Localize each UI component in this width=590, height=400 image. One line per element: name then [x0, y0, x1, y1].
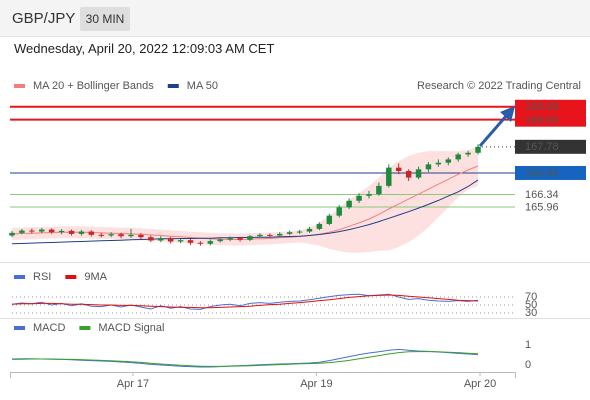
level-label: 165.96: [525, 201, 559, 213]
candle-body: [148, 237, 154, 241]
legend-label: 9MA: [84, 271, 107, 283]
toolbar: GBP/JPY 30 MIN: [0, 0, 590, 37]
x-tick-label: Apr 20: [464, 378, 496, 390]
candle-body: [316, 223, 323, 229]
level-tag: [515, 165, 586, 180]
x-tick-label: Apr 19: [300, 378, 332, 390]
candle-body: [366, 194, 372, 196]
candle-body: [237, 238, 243, 240]
candle-body: [455, 154, 461, 160]
candle-body: [138, 234, 144, 238]
candle-body: [435, 162, 442, 165]
candle-body: [187, 240, 194, 243]
candle-body: [267, 234, 273, 236]
candle-body: [58, 230, 65, 233]
candle-body: [177, 240, 184, 242]
candle-body: [386, 167, 392, 186]
candle-body: [286, 232, 293, 234]
candle-body: [336, 207, 342, 216]
candle-body: [445, 159, 452, 163]
candle-body: [475, 146, 481, 153]
level-tag: [515, 139, 586, 154]
candle-body: [405, 170, 412, 178]
candle-body: [158, 238, 164, 241]
candle-body: [167, 238, 174, 242]
symbol: GBP/JPY: [12, 10, 76, 27]
candle-body: [376, 185, 382, 195]
legend-swatch: [167, 84, 179, 88]
candle-body: [415, 169, 422, 178]
y-tick-label: 70: [525, 291, 537, 303]
candle-body: [48, 229, 55, 233]
y-tick-label: 50: [525, 299, 537, 311]
y-tick-label: 30: [525, 307, 537, 319]
candle-body: [88, 231, 95, 235]
interval-button[interactable]: 30 MIN: [80, 7, 130, 31]
candle-body: [326, 215, 333, 224]
candle-body: [227, 238, 233, 240]
candle-body: [78, 231, 85, 234]
candle-body: [356, 195, 362, 201]
candle-body: [306, 228, 313, 232]
candle-body: [257, 234, 263, 237]
candle-body: [29, 230, 35, 232]
timestamp: Wednesday, April 20, 2022 12:09:03 AM CE…: [14, 41, 275, 56]
indicator-line: [11, 351, 479, 367]
candle-body: [247, 236, 253, 240]
level-label: 168.99: [525, 101, 559, 113]
legend-label: MACD Signal: [98, 322, 164, 334]
legend-swatch: [14, 275, 25, 279]
y-tick-label: 1: [525, 339, 531, 351]
candle-body: [197, 242, 204, 244]
indicator-line: [11, 179, 479, 245]
candle-body: [39, 229, 45, 232]
indicator-line: [11, 294, 479, 309]
legend-label: RSI: [33, 271, 51, 283]
legend-label: MA 20 + Bollinger Bands: [33, 80, 154, 92]
candle-body: [465, 152, 471, 155]
legend-label: MA 50: [187, 80, 218, 92]
candle-body: [98, 234, 104, 236]
legend-swatch: [14, 84, 25, 88]
candle-body: [118, 234, 124, 237]
trend-arrow-head: [500, 106, 515, 122]
candle-body: [128, 234, 134, 237]
candle-body: [19, 230, 25, 233]
candle-body: [296, 231, 303, 233]
candle-body: [9, 232, 15, 236]
candle-body: [346, 200, 352, 208]
candle-body: [395, 167, 402, 171]
trend-arrow: [478, 114, 509, 147]
level-label: 166.34: [525, 189, 559, 201]
candle-body: [276, 233, 283, 236]
candle-body: [217, 239, 223, 242]
source-note: Research © 2022 Trading Central: [417, 80, 581, 92]
legend-label: MACD: [33, 322, 65, 334]
indicator-line: [11, 293, 479, 310]
legend-swatch: [65, 275, 77, 279]
x-tick-label: Apr 17: [117, 378, 149, 390]
level-tag: [515, 112, 586, 127]
level-label: 166.99: [525, 167, 559, 179]
y-tick-label: 0: [525, 359, 531, 371]
candle-body: [207, 241, 214, 244]
candle-body: [108, 234, 114, 236]
candle-body: [68, 230, 75, 234]
level-label: 167.78: [525, 141, 559, 153]
level-tag: [515, 99, 586, 114]
legend-swatch: [14, 326, 25, 330]
candle-body: [425, 164, 432, 170]
legend-swatch: [79, 326, 91, 330]
level-label: 168.60: [525, 114, 559, 126]
